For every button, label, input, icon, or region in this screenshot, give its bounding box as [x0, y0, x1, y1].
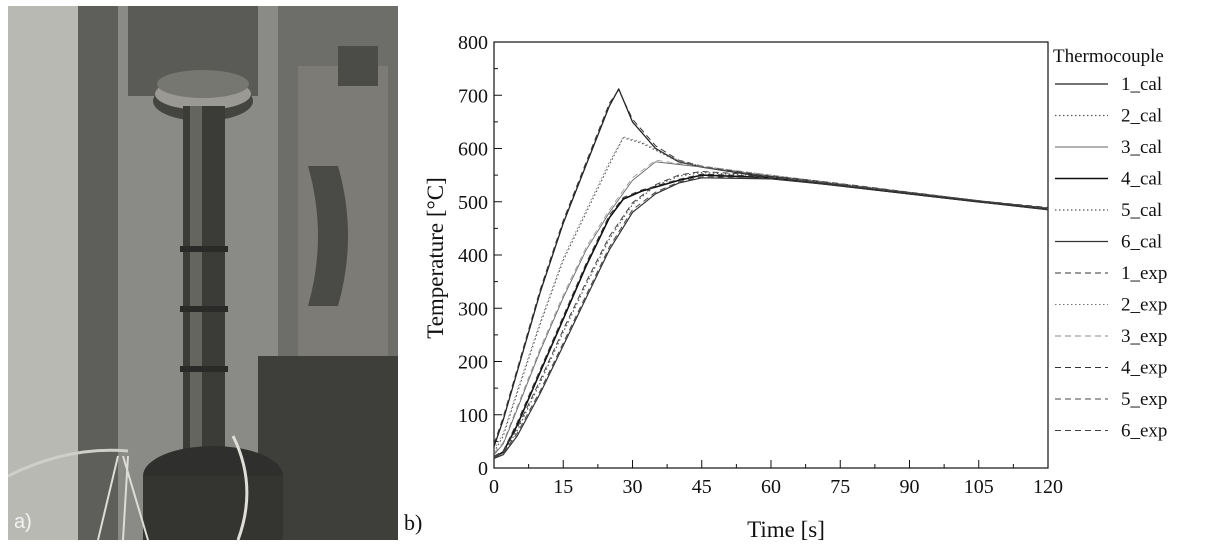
legend-label-2-cal: 2_cal	[1121, 106, 1162, 127]
x-axis-ticks: 0 15 30 45 60 75 90 105 120	[489, 460, 1063, 498]
series-line-1-cal	[493, 88, 1049, 447]
x-tick-label: 0	[489, 476, 499, 498]
plot-frame	[493, 41, 1049, 469]
series-line-6-exp	[493, 176, 1049, 458]
specimen-photo: a)	[8, 6, 398, 540]
legend-label-5-exp: 5_exp	[1121, 389, 1167, 410]
series-line-4-exp	[493, 173, 1049, 457]
legend-label-1-exp: 1_exp	[1121, 263, 1167, 284]
x-tick-label: 30	[623, 476, 643, 498]
x-axis-title: Time [s]	[747, 517, 825, 542]
y-tick-label: 800	[458, 32, 488, 54]
x-tick-label: 105	[964, 476, 994, 498]
series-line-2-exp	[493, 136, 1049, 450]
series-line-3-cal	[493, 161, 1049, 455]
x-tick-label: 75	[830, 476, 850, 498]
y-axis-title: Temperature [°C]	[423, 177, 448, 338]
series-line-6-cal	[493, 177, 1049, 459]
plot-area-border	[493, 41, 1049, 469]
legend-label-2-exp: 2_exp	[1121, 295, 1167, 316]
panel-a-label: a)	[14, 511, 32, 533]
y-tick-label: 700	[458, 85, 488, 107]
legend: Thermocouple 1_cal 2_cal 3_cal 4_cal 5_cal 6_c…	[1053, 46, 1167, 442]
x-tick-label: 45	[692, 476, 712, 498]
series-line-1-exp	[493, 89, 1049, 445]
x-tick-label: 60	[761, 476, 781, 498]
y-tick-label: 0	[478, 458, 488, 480]
legend-label-3-exp: 3_exp	[1121, 326, 1167, 347]
series-line-3-exp	[493, 159, 1049, 454]
panel-b-label: b)	[404, 510, 422, 535]
y-axis-ticks: 0 100 200 300 400 500 600 700 800	[458, 32, 502, 480]
legend-label-6-cal: 6_cal	[1121, 232, 1162, 253]
legend-label-4-cal: 4_cal	[1121, 169, 1162, 190]
legend-label-6-exp: 6_exp	[1121, 421, 1167, 442]
y-tick-label: 400	[458, 245, 488, 267]
legend-label-3-cal: 3_cal	[1121, 137, 1162, 158]
series-line-5-cal	[493, 171, 1049, 458]
y-tick-label: 200	[458, 352, 488, 374]
y-tick-label: 600	[458, 139, 488, 161]
legend-label-4-exp: 4_exp	[1121, 358, 1167, 379]
legend-label-5-cal: 5_cal	[1121, 200, 1162, 221]
series-layer	[493, 88, 1049, 459]
x-tick-label: 15	[553, 476, 573, 498]
temperature-chart: 0 15 30 45 60 75 90 105 120 0 100 200 300 400 500 600 7…	[404, 32, 1167, 542]
y-tick-label: 300	[458, 298, 488, 320]
legend-title: Thermocouple	[1053, 46, 1164, 67]
y-tick-label: 500	[458, 192, 488, 214]
x-tick-label: 90	[900, 476, 920, 498]
legend-label-1-cal: 1_cal	[1121, 74, 1162, 95]
y-tick-label: 100	[458, 405, 488, 427]
x-tick-label: 120	[1033, 476, 1063, 498]
series-line-5-exp	[493, 170, 1049, 457]
